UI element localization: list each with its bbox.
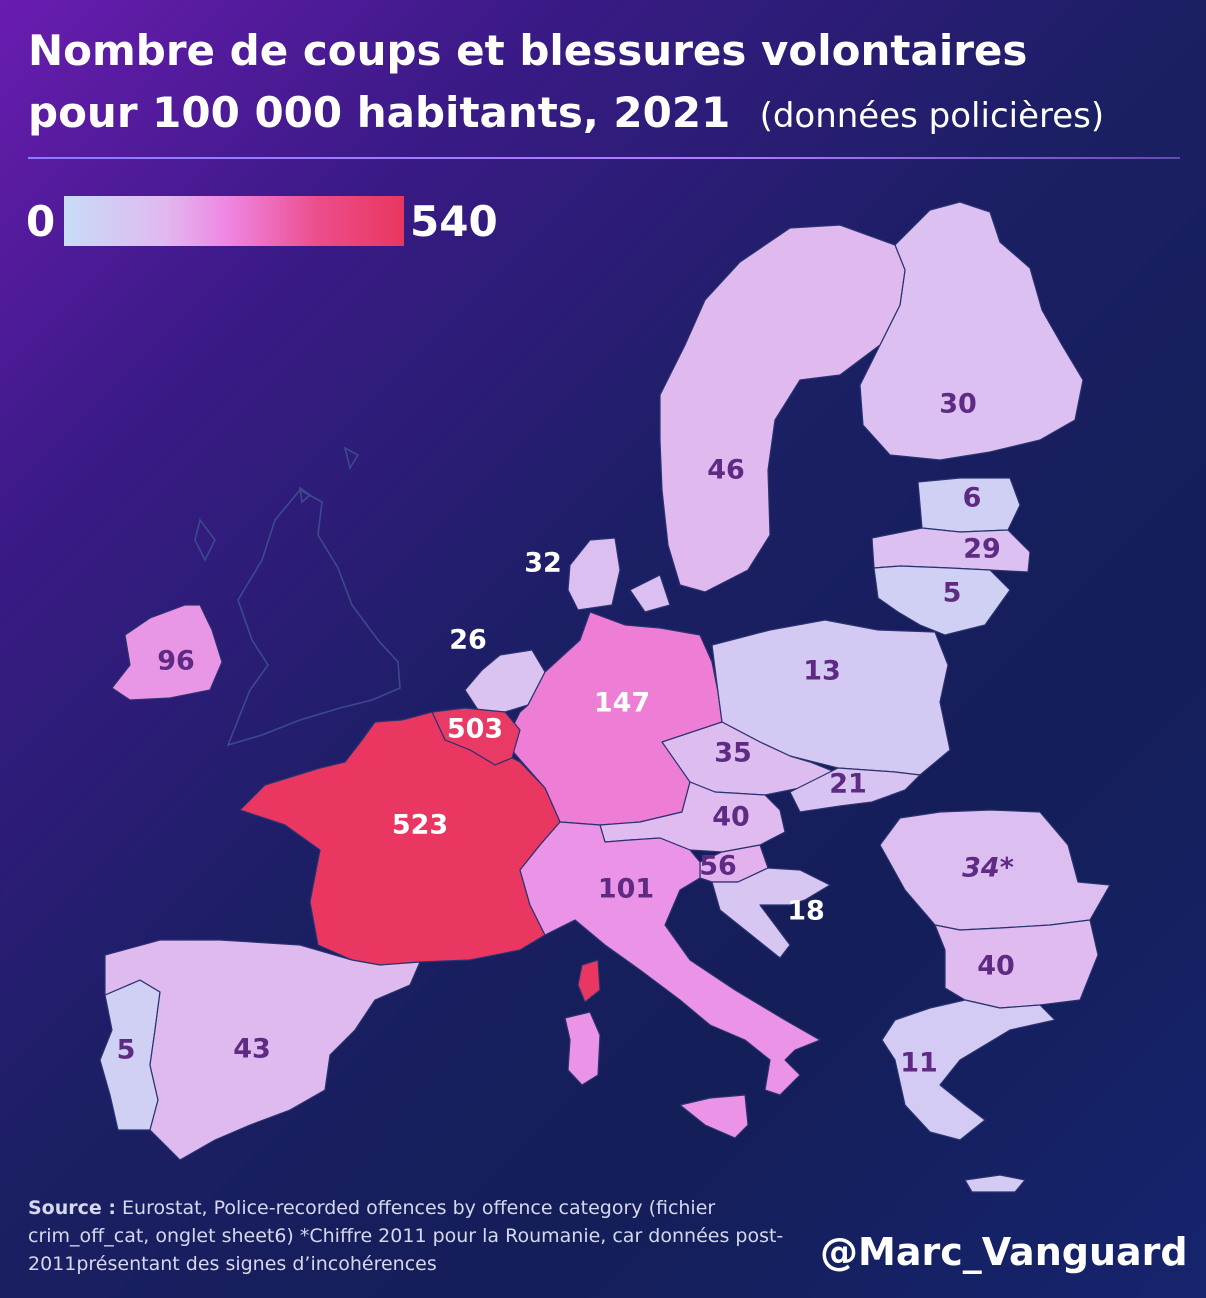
value-label-belgique: 503: [446, 713, 504, 745]
country-espagne: [104, 939, 421, 1161]
value-label-bulgarie: 40: [977, 950, 1015, 982]
value-label-espagne: 43: [233, 1033, 271, 1065]
value-label-lituanie: 5: [942, 577, 962, 609]
country-italie-sicile: [679, 1094, 749, 1139]
value-label-slovenie: 56: [699, 850, 737, 882]
value-label-pologne: 13: [803, 655, 841, 687]
value-label-pays-bas: 26: [449, 624, 487, 656]
value-label-portugal: 5: [116, 1034, 136, 1066]
value-label-lettonie: 29: [963, 533, 1001, 565]
uk-islands-outline: [194, 446, 360, 562]
country-croatie: [711, 867, 831, 959]
country-france-corse: [577, 959, 601, 1003]
value-label-slovaquie: 21: [829, 768, 867, 800]
source-note: Source : Eurostat, Police-recorded offen…: [28, 1194, 808, 1278]
value-label-grece: 11: [900, 1047, 938, 1079]
title-line-1: Nombre de coups et blessures volontaires: [28, 26, 1028, 75]
title-line-2: pour 100 000 habitants, 2021 (données po…: [28, 82, 1188, 147]
value-label-allemagne: 147: [593, 687, 651, 719]
value-label-danemark: 32: [524, 547, 562, 579]
title-subtitle: (données policières): [759, 96, 1105, 136]
country-italie: [519, 821, 821, 1096]
country-lituanie: [873, 565, 1011, 636]
country-slovaquie: [789, 767, 921, 813]
value-label-italie: 101: [597, 873, 655, 905]
value-label-finlande: 30: [939, 388, 977, 420]
legend-color-scale: [64, 196, 404, 246]
value-label-tchequie: 35: [714, 737, 752, 769]
country-france: [239, 711, 561, 966]
author-handle: @Marc_Vanguard: [820, 1230, 1188, 1274]
country-finlande: [859, 201, 1084, 461]
source-text: Eurostat, Police-recorded offences by of…: [28, 1197, 784, 1275]
value-label-autriche: 40: [712, 801, 750, 833]
map-title: Nombre de coups et blessures volontaires…: [28, 20, 1188, 147]
country-irlande: [111, 604, 223, 701]
value-label-roumanie: 34*: [962, 852, 1014, 884]
country-lettonie: [871, 527, 1031, 573]
country-italie-sardaigne: [564, 1011, 601, 1086]
country-grece: [881, 999, 1056, 1193]
legend-max-label: 540: [410, 197, 498, 246]
value-label-irlande: 96: [157, 645, 195, 677]
country-bulgarie: [934, 919, 1099, 1009]
value-label-croatie: 18: [787, 895, 825, 927]
title-line-2-main: pour 100 000 habitants, 2021: [28, 88, 731, 137]
title-divider: [28, 157, 1180, 159]
value-label-france: 523: [391, 809, 449, 841]
uk-outline: [226, 488, 401, 747]
value-label-suede: 46: [707, 454, 745, 486]
country-danemark: [567, 537, 671, 613]
legend-min-label: 0: [26, 197, 56, 246]
source-label: Source :: [28, 1197, 116, 1219]
country-suede: [659, 224, 906, 593]
value-label-estonie: 6: [962, 482, 982, 514]
